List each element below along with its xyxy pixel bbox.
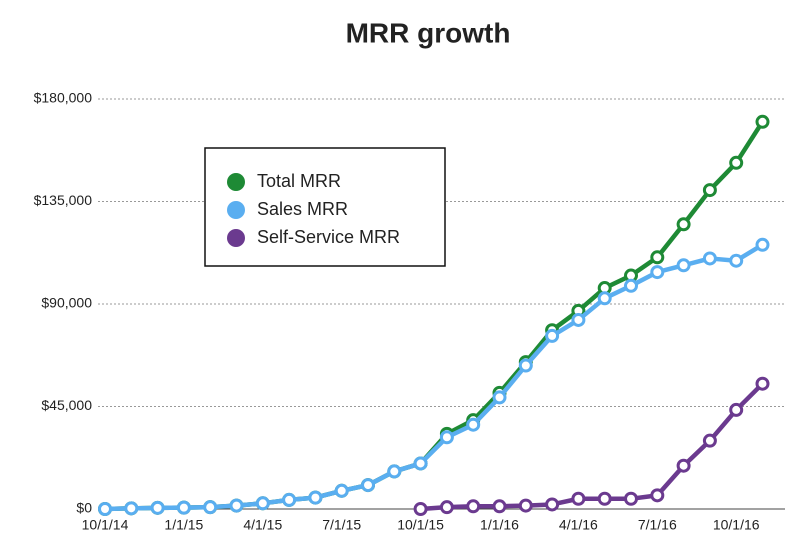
point [413,502,428,516]
point [702,433,717,448]
point [624,491,638,506]
point [650,250,665,265]
x-tick-label: 7/1/16 [638,517,677,533]
point [413,456,428,471]
point [650,265,665,280]
x-tick-label: 7/1/15 [322,517,361,533]
point [308,490,323,505]
point [650,488,665,503]
point [387,464,402,479]
point [597,491,612,506]
legend-label: Total MRR [257,171,341,191]
point [282,492,297,507]
legend-marker [227,229,245,247]
point [229,498,244,513]
point [150,500,165,515]
point [729,253,744,268]
point [466,499,481,514]
point [545,497,560,512]
x-tick-label: 1/1/16 [480,517,519,533]
point [176,500,191,515]
x-tick-label: 10/1/15 [397,517,444,533]
series-line [104,242,764,512]
point [676,458,691,473]
point [571,491,586,506]
point [729,402,744,417]
point [545,328,560,343]
point [98,502,112,516]
point [624,278,638,293]
point [702,183,717,198]
y-tick-label: $90,000 [41,295,92,311]
chart-title: MRR growth [346,17,511,48]
x-tick-label: 10/1/16 [713,517,760,533]
x-tick-label: 4/1/16 [559,517,598,533]
point [755,114,770,129]
point [203,500,218,515]
x-tick-label: 1/1/15 [164,517,203,533]
point [439,430,454,445]
point [466,417,481,432]
point [676,258,691,273]
point [492,499,507,514]
point [334,483,349,498]
point [439,500,454,515]
point [124,501,139,516]
point [492,390,507,405]
legend-label: Self-Service MRR [257,227,400,247]
y-tick-label: $180,000 [34,90,93,106]
legend-marker [227,201,245,219]
point [755,237,770,252]
point [676,217,691,232]
point [361,478,375,493]
legend-box [204,147,446,267]
point [597,291,612,306]
point [571,312,586,327]
x-tick-label: 4/1/15 [243,517,282,533]
x-tick-label: 10/1/14 [82,517,129,533]
point [729,155,744,170]
point [755,376,770,391]
point [702,251,717,266]
y-tick-label: $45,000 [41,397,92,413]
point [255,496,270,511]
legend-label: Sales MRR [257,199,348,219]
point [518,498,533,513]
y-tick-label: $135,000 [34,192,93,208]
legend-marker [227,173,245,191]
point [518,358,533,373]
y-tick-label: $0 [76,500,92,516]
